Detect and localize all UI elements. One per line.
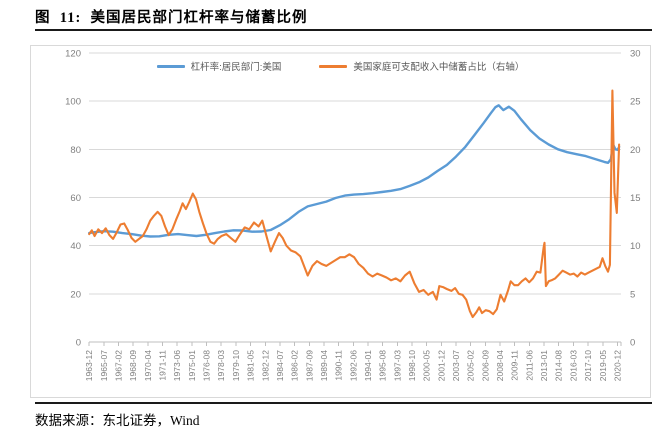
y-right-tick-label: 25	[630, 97, 641, 108]
y-left-tick-label: 80	[70, 145, 81, 156]
x-tick-label: 1998-10	[407, 350, 417, 381]
y-right-tick-label: 10	[630, 241, 641, 252]
series-line-saving-rate	[88, 89, 621, 319]
x-tick-label: 1970-04	[143, 350, 153, 381]
legend-label: 美国家庭可支配收入中储蓄占比（右轴）	[353, 62, 525, 73]
y-right-tick-label: 0	[630, 338, 635, 349]
x-tick-label: 1990-11	[334, 350, 344, 381]
x-tick-label: 1976-08	[202, 350, 212, 381]
chart-legend: 杠杆率:居民部门:美国 美国家庭可支配收入中储蓄占比（右轴）	[31, 59, 650, 73]
y-right-tick-label: 15	[630, 193, 641, 204]
x-tick-label: 1965-07	[99, 350, 109, 381]
x-tick-label: 1978-03	[216, 350, 226, 381]
y-left-tick-label: 0	[76, 338, 81, 349]
x-tick-label: 2001-12	[436, 350, 446, 381]
x-tick-label: 1971-11	[158, 350, 168, 381]
y-right-tick-label: 30	[630, 49, 641, 60]
x-tick-label: 1987-09	[304, 350, 314, 381]
title-rule	[35, 29, 652, 31]
x-tick-label: 2006-09	[480, 350, 490, 381]
x-tick-label: 1973-06	[172, 350, 182, 381]
x-tick-label: 1984-07	[275, 350, 285, 381]
x-tick-label: 2020-12	[612, 350, 622, 381]
x-tick-label: 2009-11	[510, 350, 520, 381]
x-tick-label: 2019-05	[598, 350, 608, 381]
legend-line-swatch	[156, 64, 185, 68]
chart-plot: 0 20 40 60 80 100 120 0 5 10 15 20 25 30 1963-12 1965-0…	[65, 49, 641, 382]
x-tick-label: 1981-05	[246, 350, 256, 381]
chart-panel: 杠杆率:居民部门:美国 美国家庭可支配收入中储蓄占比（右轴） 0 20 40 60 80 1…	[30, 45, 651, 398]
figure-title: 图 11: 美国居民部门杠杆率与储蓄比例	[35, 10, 308, 26]
source-note: 数据来源：东北证券，Wind	[35, 413, 200, 428]
x-tick-label: 1982-12	[260, 350, 270, 381]
x-tick-label: 2005-02	[466, 350, 476, 381]
bottom-rule	[35, 402, 652, 404]
x-tick-label: 1992-06	[348, 350, 358, 381]
y-right-tick-label: 20	[630, 145, 641, 156]
x-tick-label: 2011-06	[524, 350, 534, 381]
x-tick-label: 1989-04	[319, 350, 329, 381]
x-tick-label: 1968-09	[128, 350, 138, 381]
y-right-tick-label: 5	[630, 289, 635, 300]
x-tick-label: 1986-02	[290, 350, 300, 381]
x-tick-label: 2013-01	[539, 350, 549, 381]
y-left-tick-label: 120	[65, 49, 81, 60]
x-tick-label: 1979-10	[231, 350, 241, 381]
x-tick-label: 2008-04	[495, 350, 505, 381]
x-tick-label: 2016-03	[568, 350, 578, 381]
legend-line-swatch	[319, 64, 348, 68]
x-tick-label: 1967-02	[114, 350, 124, 381]
x-tick-label: 2000-05	[422, 350, 432, 381]
y-left-tick-label: 60	[70, 193, 81, 204]
x-tick-label: 2014-08	[554, 350, 564, 381]
x-tick-label: 2003-07	[451, 350, 461, 381]
series-line-leverage	[88, 104, 621, 238]
x-tick-label: 1995-08	[378, 350, 388, 381]
y-left-tick-label: 40	[70, 241, 81, 252]
legend-label: 杠杆率:居民部门:美国	[190, 62, 282, 73]
legend-item: 美国家庭可支配收入中储蓄占比（右轴）	[319, 59, 524, 73]
y-left-tick-label: 100	[65, 97, 81, 108]
x-tick-label: 1997-03	[392, 350, 402, 381]
legend-item: 杠杆率:居民部门:美国	[156, 59, 282, 73]
x-tick-label: 1963-12	[84, 350, 94, 381]
x-tick-label: 2017-10	[583, 350, 593, 381]
y-left-tick-label: 20	[70, 289, 81, 300]
x-tick-label: 1975-01	[187, 350, 197, 381]
x-tick-label: 1994-01	[363, 350, 373, 381]
